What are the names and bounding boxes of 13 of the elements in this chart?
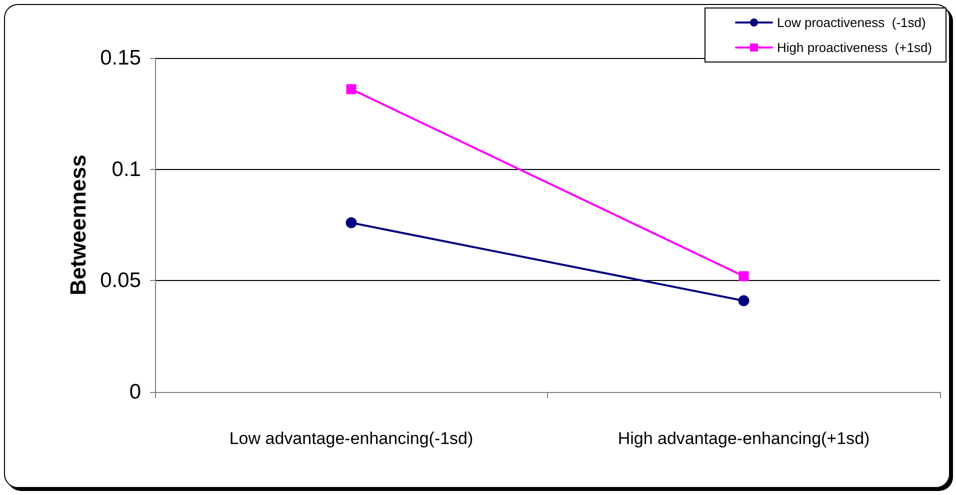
y-tick-label: 0.05 (100, 269, 141, 292)
point (738, 271, 749, 282)
point (738, 295, 750, 306)
y-axis-title: Betweenness (66, 154, 91, 296)
point (346, 84, 356, 94)
x-tick-label: High advantage-enhancing(+1sd) (618, 429, 870, 448)
x-tick-label: Low advantage-enhancing(-1sd) (229, 429, 474, 448)
legend-label: High proactiveness (+1sd) (777, 40, 932, 55)
y-tick-label: 0.1 (112, 158, 141, 181)
legend-label: Low proactiveness (-1sd) (777, 15, 926, 30)
y-tick-label: 0.15 (100, 46, 141, 70)
y-tick-label: 0 (129, 380, 141, 404)
point (346, 217, 357, 228)
